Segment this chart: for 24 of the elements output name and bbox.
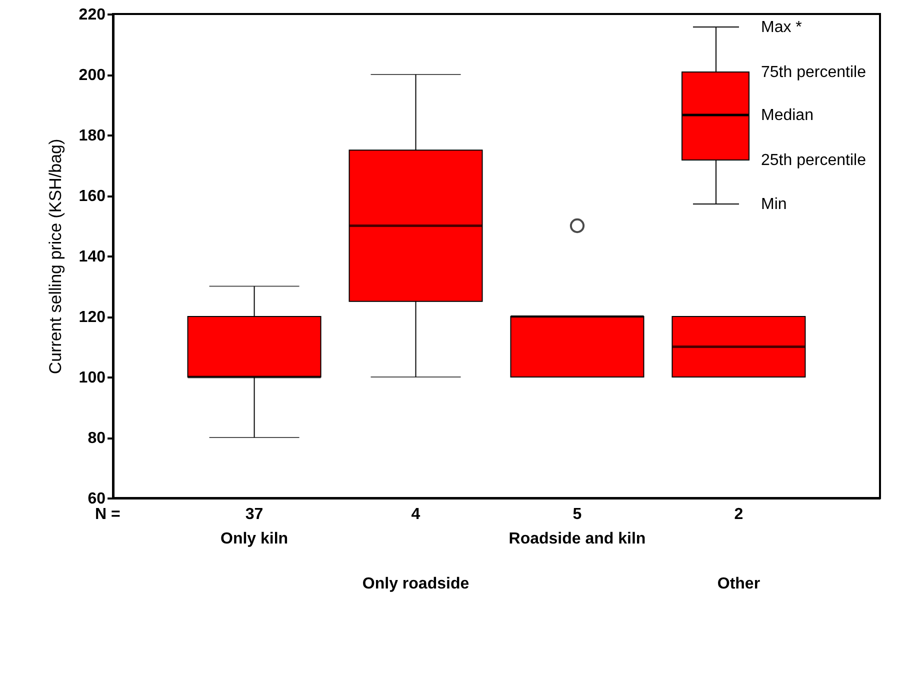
text: 2 [734,506,744,523]
text: 37 [245,506,264,523]
y-axis-title: Current selling price (KSH/bag) [46,138,65,374]
annotation: Min [761,196,787,213]
text: 4 [411,506,420,523]
y-tick-label: 220 [78,6,106,24]
y-tick-label: 180 [78,128,106,144]
text: 5 [572,506,582,523]
annotation: Median [761,107,814,124]
x-tick-label: Only kiln [220,530,288,548]
y-tick-label: 200 [78,67,106,84]
x-tick-label: Other [717,576,760,592]
y-tick-label: 80 [88,430,106,447]
text: N = [95,506,120,523]
y-tick-label: 60 [88,490,106,508]
x-tick-label: Roadside and kiln [508,530,646,548]
annotation: 75th percentile [761,64,866,81]
x-tick-label: Only roadside [362,576,470,592]
y-tick-label: 120 [78,309,106,326]
annotation: 25th percentile [761,152,866,169]
y-tick-label: 100 [78,370,106,386]
y-tick-label: 160 [78,188,106,205]
y-tick-label: 140 [78,248,106,266]
annotation: Max * [761,19,802,36]
